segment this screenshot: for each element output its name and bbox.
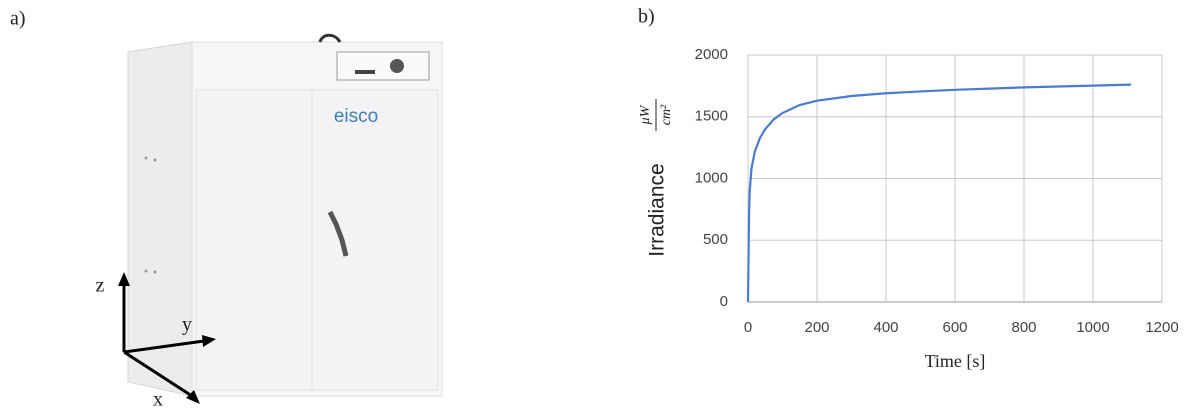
y-unit-numerator: μW [638,104,653,125]
panel-label: a) [10,8,26,30]
y-axis-title: Irradiance μW cm² [638,99,674,257]
y-tick-label: 2000 [695,46,728,63]
y-axis-label: Irradiance [646,163,669,256]
x-tick-label: 1000 [1076,319,1109,336]
x-tick-label: 800 [1011,319,1036,336]
coordinate-axes [118,272,216,404]
panel-label: b) [638,6,655,28]
brand-logo: eisco [334,106,378,127]
x-tick-label: 600 [942,319,967,336]
axis-label-z: z [96,275,105,297]
y-tick-label: 1500 [695,108,728,125]
y-tick-label: 0 [720,293,728,310]
axis-label-x: x [153,389,163,411]
x-tick-label: 200 [804,319,829,336]
y-tick-label: 500 [703,231,728,248]
x-axis-title: Time [s] [925,351,986,371]
y-tick-label: 1000 [695,169,728,186]
x-tick-label: 0 [744,319,752,336]
x-tick-label: 1200 [1145,319,1178,336]
y-unit-denominator: cm² [659,104,674,125]
x-tick-label: 400 [873,319,898,336]
line [746,83,1131,303]
cabinet [127,33,443,397]
axis-label-y: y [182,314,192,336]
